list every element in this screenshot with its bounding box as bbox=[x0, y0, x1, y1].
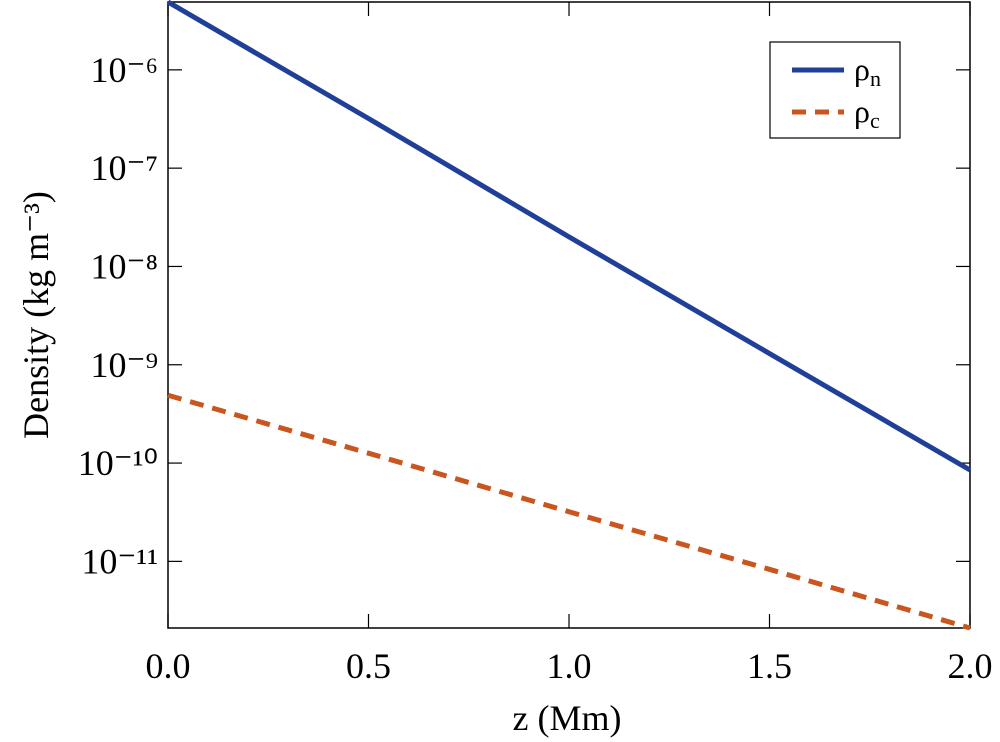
y-tick-label: 10⁻⁹ bbox=[90, 345, 158, 385]
legend-label: ρn bbox=[854, 51, 881, 91]
x-tick-label: 0.0 bbox=[146, 646, 191, 686]
x-tick-label: 0.5 bbox=[346, 646, 391, 686]
legend-box bbox=[769, 41, 901, 139]
y-tick-label: 10⁻¹⁰ bbox=[78, 443, 158, 483]
y-axis-title: Density (kg m⁻³) bbox=[16, 191, 56, 439]
y-tick-label: 10⁻⁸ bbox=[90, 246, 158, 286]
x-tick-label: 2.0 bbox=[948, 646, 993, 686]
x-axis-title: z (Mm) bbox=[513, 698, 622, 738]
y-tick-label: 10⁻¹¹ bbox=[81, 541, 158, 581]
x-tick-label: 1.5 bbox=[747, 646, 792, 686]
y-tick-label: 10⁻⁶ bbox=[90, 50, 158, 90]
x-tick-label: 1.0 bbox=[547, 646, 592, 686]
y-tick-label: 10⁻⁷ bbox=[90, 148, 158, 188]
data-line bbox=[167, 392, 971, 631]
legend-label: ρc bbox=[854, 93, 880, 133]
data-line bbox=[166, 0, 972, 473]
